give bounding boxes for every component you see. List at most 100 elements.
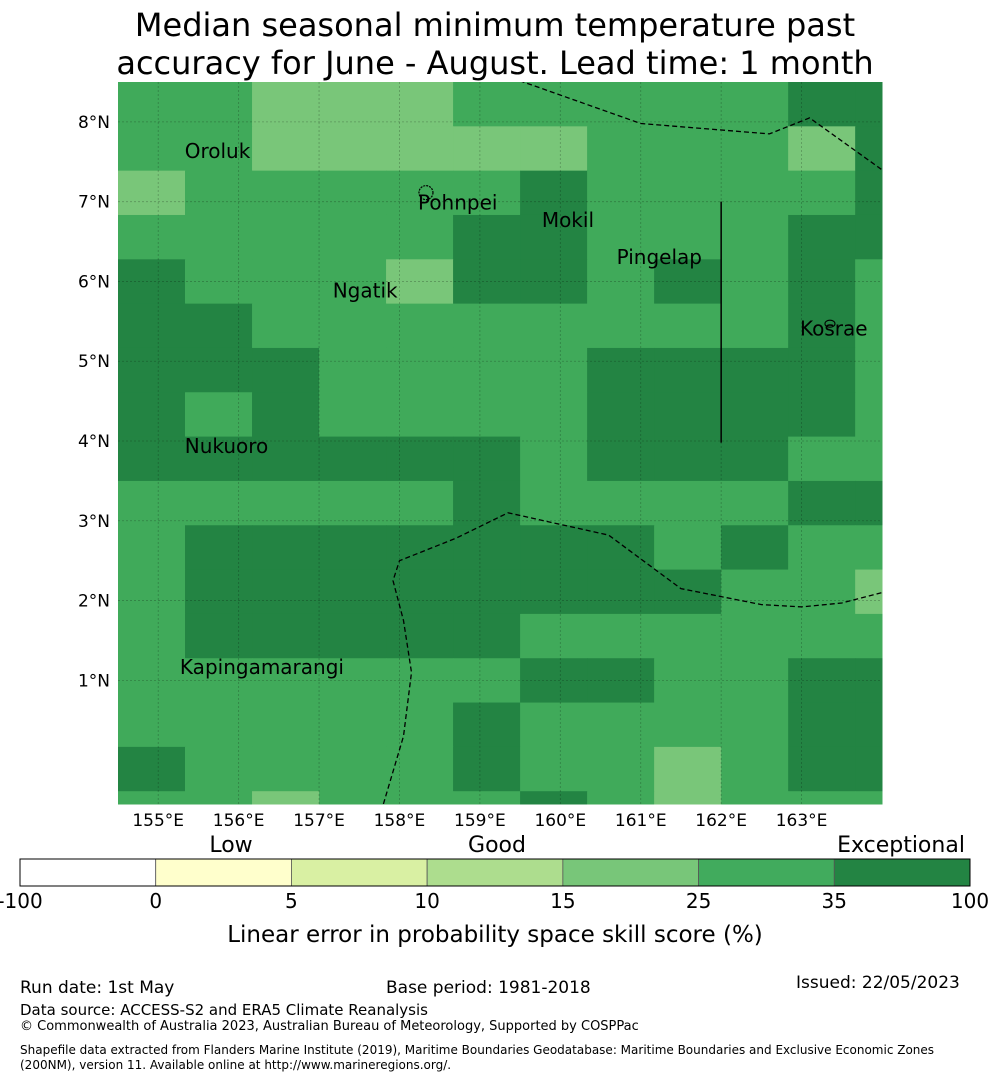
grid-cell	[319, 480, 387, 526]
map-figure: Oroluk Pohnpei Mokil Pingelap Ngatik Kosrae Nu…	[0, 82, 989, 948]
colorbar-segment	[19, 858, 157, 887]
colorbar: -100 0 5 10 15 25 35 100 Low Good Exceptional Linea…	[0, 833, 989, 948]
grid-cell	[788, 82, 856, 127]
colorbar-tick-label: 5	[285, 889, 298, 913]
shapefile-credit: Shapefile data extracted from Flanders M…	[20, 1043, 935, 1072]
grid-cell	[788, 569, 856, 615]
grid-cell	[319, 303, 387, 349]
grid-cell	[520, 569, 588, 615]
grid-cell	[721, 525, 789, 571]
grid-cell	[185, 392, 253, 438]
grid-cell	[721, 746, 789, 792]
grid-cell	[185, 82, 253, 127]
kosrae-outline	[824, 319, 836, 328]
grid-cell	[587, 658, 655, 704]
grid-cell	[386, 791, 454, 805]
grid-cell	[587, 613, 655, 659]
grid-cell	[788, 658, 856, 704]
lon-tick-label: 163°E	[776, 811, 828, 831]
grid-cell	[788, 702, 856, 748]
grid-cell	[587, 746, 655, 792]
grid-cell	[788, 259, 856, 305]
grid-cell	[654, 746, 722, 792]
colorbar-segment	[833, 858, 971, 887]
lon-tick-label: 162°E	[695, 811, 747, 831]
grid-cell	[654, 82, 722, 127]
colorbar-segment	[562, 858, 699, 887]
island-outlines	[418, 185, 836, 328]
lon-tick-label: 159°E	[454, 811, 506, 831]
grid-cell	[185, 569, 253, 615]
grid-cell	[855, 569, 883, 615]
grid-cell	[453, 613, 521, 659]
grid-cell	[587, 170, 655, 216]
grid-cell	[788, 480, 856, 526]
lon-tick-label: 156°E	[213, 811, 265, 831]
grid-cell	[721, 170, 789, 216]
grid-cell	[587, 791, 655, 805]
data-source: Data source: ACCESS-S2 and ERA5 Climate …	[20, 1001, 428, 1019]
colorbar-category-label: Good	[468, 833, 526, 858]
grid-cell	[654, 303, 722, 349]
grid-cell	[587, 392, 655, 438]
grid-cell	[252, 259, 320, 305]
grid-cell	[788, 525, 856, 571]
maritime-boundaries	[382, 82, 882, 804]
grid-cell	[587, 303, 655, 349]
grid-cell	[386, 658, 454, 704]
grid-cell	[855, 259, 883, 305]
lat-tick-label: 3°N	[78, 512, 110, 532]
lon-tick-label: 160°E	[534, 811, 586, 831]
run-date: Run date: 1st May	[20, 978, 175, 998]
grid-cell	[386, 347, 454, 393]
place-label: Nukuoro	[185, 434, 269, 458]
grid-cell	[252, 480, 320, 526]
grid-cell	[453, 569, 521, 615]
grid-cell	[118, 392, 186, 438]
place-labels: Oroluk Pohnpei Mokil Pingelap Ngatik Kosrae Nu…	[180, 139, 868, 679]
colorbar-tick-label: 10	[414, 889, 439, 913]
grid-cell	[654, 392, 722, 438]
grid-cell	[654, 480, 722, 526]
lon-tick-label: 157°E	[293, 811, 345, 831]
lat-tick-label: 1°N	[78, 671, 110, 691]
grid-cell	[118, 347, 186, 393]
grid-cell	[654, 791, 722, 805]
grid-cell	[520, 658, 588, 704]
grid-cell	[788, 613, 856, 659]
grid-cell	[453, 259, 521, 305]
grid-cell	[252, 82, 320, 127]
grid-cell	[386, 480, 454, 526]
grid-cell	[118, 525, 186, 571]
lon-tick-label: 158°E	[374, 811, 426, 831]
grid-cell	[721, 214, 789, 260]
grid-cell	[252, 170, 320, 216]
grid-cell	[855, 436, 883, 482]
grid-cell	[118, 214, 186, 260]
grid-cell	[319, 126, 387, 172]
grid-cell	[118, 480, 186, 526]
grid-cell	[721, 82, 789, 127]
colorbar-tick-label: 15	[550, 889, 575, 913]
grid-cell	[855, 126, 883, 172]
longitude-tick-labels: 155°E 156°E 157°E 158°E 159°E 160°E 161°E 162°E…	[132, 811, 827, 831]
grid-cell	[252, 525, 320, 571]
colorbar-segment	[426, 858, 564, 887]
grid-cell	[118, 613, 186, 659]
grid-cell	[118, 569, 186, 615]
lat-tick-label: 4°N	[78, 432, 110, 452]
grid-cell	[185, 480, 253, 526]
grid-cell	[453, 392, 521, 438]
grid-cell	[654, 613, 722, 659]
grid-cell	[788, 436, 856, 482]
grid-cell	[453, 303, 521, 349]
colorbar-tick-label: 0	[149, 889, 162, 913]
grid-cell	[252, 214, 320, 260]
grid-cell	[319, 214, 387, 260]
grid-cell	[520, 525, 588, 571]
grid-cell	[185, 347, 253, 393]
grid-cell	[855, 214, 883, 260]
grid-cell	[252, 791, 320, 805]
lat-lon-grid-lines	[118, 82, 882, 804]
grid-cell	[855, 170, 883, 216]
